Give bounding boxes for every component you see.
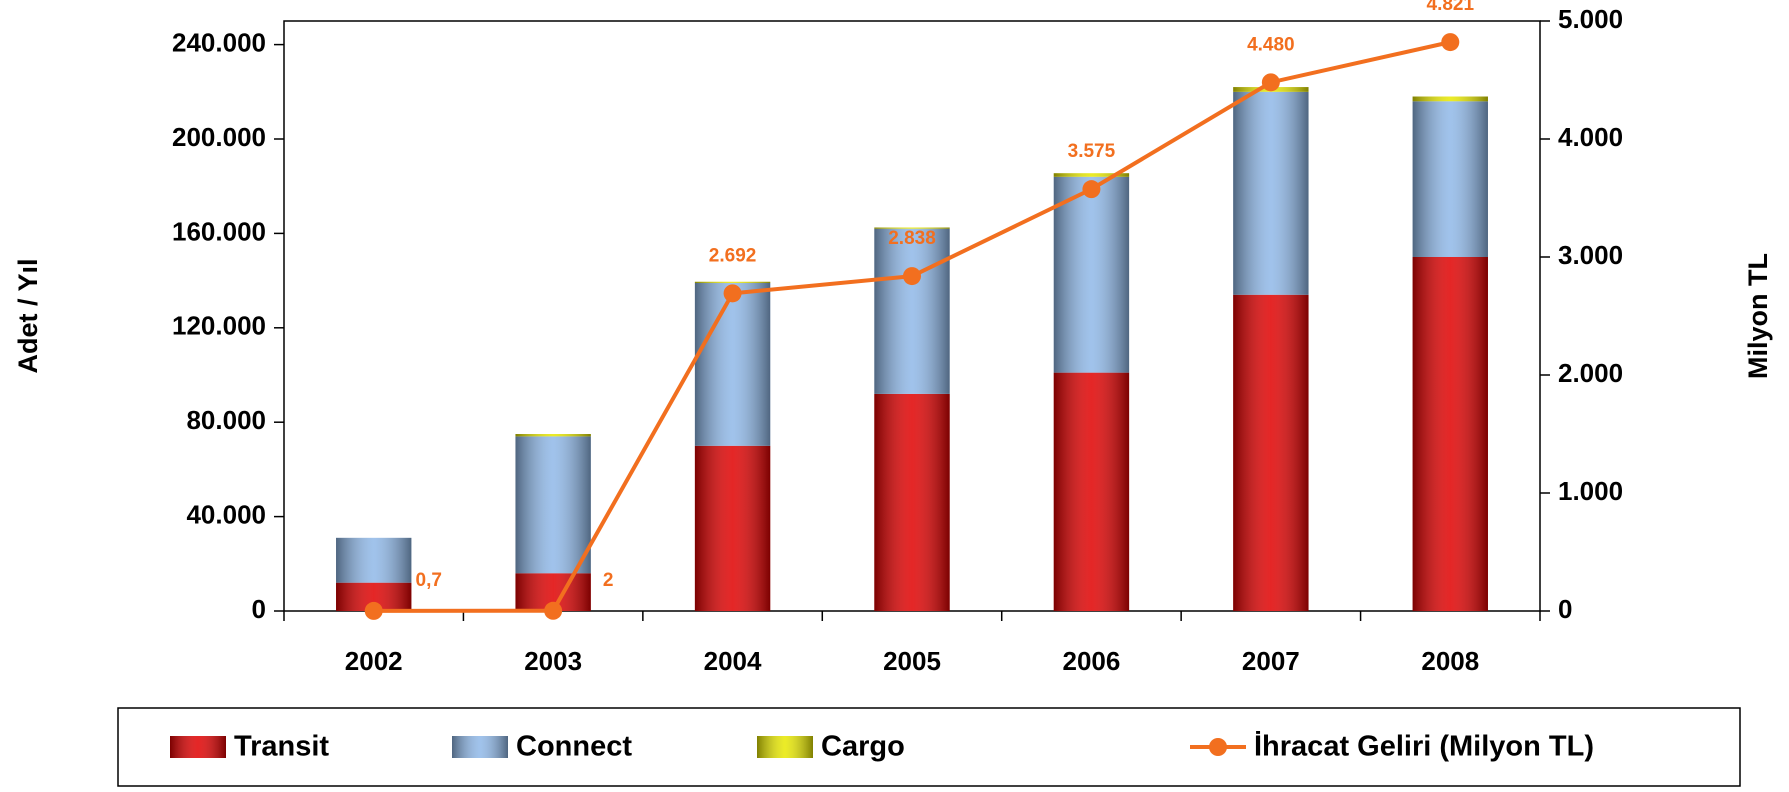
bar-shade (1412, 101, 1488, 258)
bar-shade (1053, 176, 1130, 373)
data-label: 4.821 (1427, 0, 1475, 15)
data-label: 3.575 (1068, 141, 1116, 162)
line-marker (723, 284, 742, 303)
legend-swatch-shade (757, 736, 813, 758)
legend-box (117, 707, 1741, 787)
data-label: 4.480 (1247, 34, 1295, 55)
y-tick-label: 80.000 (186, 405, 266, 435)
x-tick-label: 2008 (1421, 646, 1479, 676)
legend-label: Cargo (821, 731, 905, 763)
y2-tick-label: 4.000 (1558, 122, 1623, 152)
x-tick-label: 2007 (1242, 646, 1300, 676)
data-label: 2.692 (709, 245, 757, 266)
legend-label: Transit (234, 731, 329, 763)
line-marker (1261, 73, 1280, 92)
y-tick-label: 40.000 (186, 499, 266, 529)
x-tick-label: 2002 (345, 646, 403, 676)
line-marker (544, 601, 563, 620)
y-tick-label: 200.000 (172, 122, 266, 152)
y2-axis-title: Milyon TL (1743, 253, 1773, 379)
data-label: 0,7 (416, 570, 442, 591)
y2-tick-label: 1.000 (1558, 476, 1623, 506)
bar-shade (694, 445, 771, 611)
y-tick-label: 160.000 (172, 216, 266, 246)
bar-shade (1233, 294, 1309, 611)
bar-shade (1412, 257, 1488, 611)
bar-shade (874, 228, 950, 394)
bar-shade (1412, 96, 1488, 102)
y2-tick-label: 2.000 (1558, 358, 1623, 388)
bar-shade (874, 393, 950, 611)
bar-shade (1233, 91, 1309, 295)
line-marker (364, 601, 383, 620)
bar-shade (336, 537, 412, 583)
bar-shade (694, 282, 771, 446)
bar-shade (1053, 372, 1130, 611)
bar-shade (874, 227, 950, 229)
y-axis-title: Adet / Yıl (13, 258, 43, 373)
bar-shade (1053, 173, 1130, 177)
legend-swatch-shade (452, 736, 508, 758)
y-tick-label: 240.000 (172, 27, 266, 57)
y-tick-label: 120.000 (172, 311, 266, 341)
data-label: 2.838 (888, 228, 936, 249)
y2-tick-label: 0 (1558, 594, 1572, 624)
line-marker (1441, 33, 1460, 52)
x-tick-label: 2004 (704, 646, 762, 676)
x-tick-label: 2005 (883, 646, 941, 676)
bar-shade (694, 281, 771, 283)
legend-marker (1209, 738, 1227, 756)
legend-swatch-shade (170, 736, 226, 758)
legend-label: Connect (516, 731, 632, 763)
line-marker (1082, 180, 1101, 199)
x-tick-label: 2006 (1063, 646, 1121, 676)
bar-shade (515, 436, 591, 574)
legend-label: İhracat Geliri (Milyon TL) (1254, 731, 1594, 763)
bar-shade (515, 434, 591, 437)
x-tick-label: 2003 (524, 646, 582, 676)
data-label: 2 (603, 570, 614, 591)
y2-tick-label: 3.000 (1558, 240, 1623, 270)
line-marker (903, 267, 921, 286)
y2-tick-label: 5.000 (1558, 4, 1623, 34)
y-tick-label: 0 (252, 594, 266, 624)
